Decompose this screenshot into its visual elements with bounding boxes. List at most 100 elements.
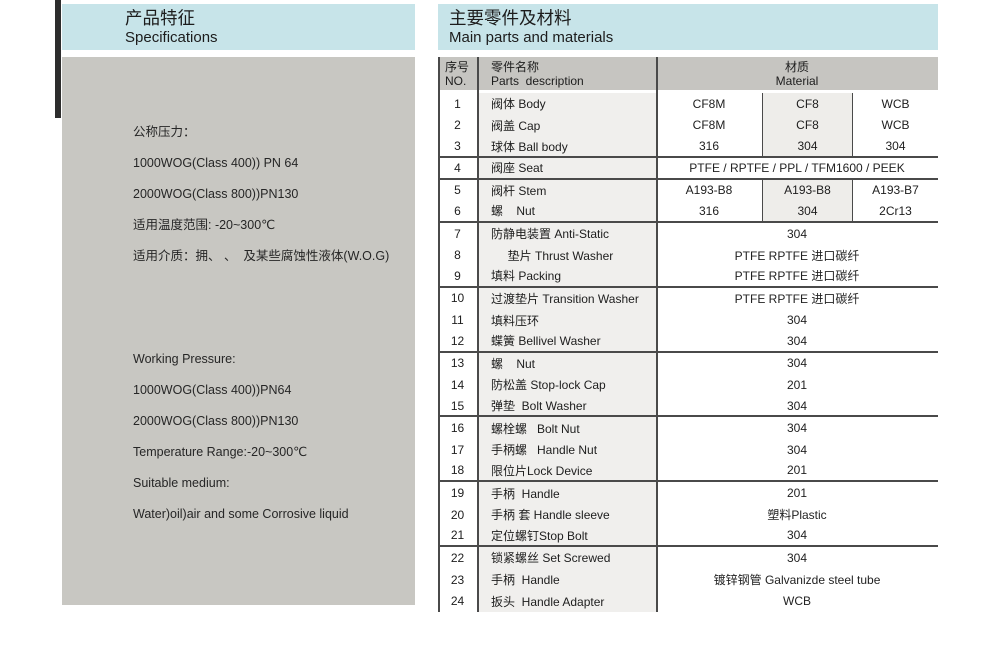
row-part-name-cell: 球体 Ball body <box>477 136 656 156</box>
row-part-name-cell: 螺 Nut <box>477 201 656 221</box>
header-no-en: NO. <box>445 73 467 88</box>
material-cell-merged: 304 <box>656 525 938 546</box>
material-cell-merged: 304 <box>656 352 938 375</box>
row-materials: 镀锌钢管 Galvanizde steel tube <box>656 568 938 591</box>
row-no-cell: 1 <box>438 93 477 115</box>
table-row: 23 手柄 Handle 镀锌钢管 Galvanizde steel tube <box>438 568 938 591</box>
specifications-header: 产品特征 Specifications <box>62 4 415 50</box>
row-part-name-cell: 填料 Packing <box>477 266 656 286</box>
parts-table: 序号 NO. 零件名称 Parts description 材质 Materia… <box>438 57 938 612</box>
row-materials: 304 <box>656 417 938 439</box>
spec-section-gap <box>133 278 405 350</box>
table-row: 18 限位片Lock Device 201 <box>438 460 938 483</box>
material-cell: 304 <box>763 201 853 221</box>
table-parts-column-rule <box>656 57 658 612</box>
material-cell-merged: 304 <box>656 222 938 245</box>
spec-line: 2000WOG(Class 800))PN130 <box>133 187 299 201</box>
row-part-name-cell: 手柄螺 Handle Nut <box>477 439 656 461</box>
row-no-cell: 13 <box>438 352 477 375</box>
row-no-cell: 11 <box>438 309 477 331</box>
table-row: 8 垫片 Thrust Washer PTFE RPTFE 进口碳纤 <box>438 244 938 266</box>
row-part-name-cell: 弹垫 Bolt Washer <box>477 395 656 416</box>
header-material-en: Material <box>775 73 819 88</box>
table-row: 15 弹垫 Bolt Washer 304 <box>438 395 938 418</box>
row-no-cell: 20 <box>438 503 477 526</box>
spec-line: Water)oil)air and some Corrosive liquid <box>133 507 349 521</box>
row-no-cell: 5 <box>438 179 477 202</box>
table-row: 12 蝶簧 Bellivel Washer 304 <box>438 330 938 353</box>
material-cell-merged: PTFE RPTFE 进口碳纤 <box>656 266 938 286</box>
material-cell-merged: PTFE RPTFE 进口碳纤 <box>656 287 938 310</box>
row-materials: 塑料Plastic <box>656 503 938 526</box>
row-part-name-cell: 锁紧螺丝 Set Screwed <box>477 547 656 569</box>
material-cell-merged: 304 <box>656 417 938 439</box>
material-cell: A193-B8 <box>656 179 763 202</box>
material-cell-merged: 201 <box>656 374 938 396</box>
table-row: 2 阀盖 Cap CF8M CF8 WCB <box>438 114 938 137</box>
spec-line: 1000WOG(Class 400))PN64 <box>133 383 292 397</box>
row-materials: CF8M CF8 WCB <box>656 93 938 115</box>
material-cell: 304 <box>763 136 853 156</box>
row-materials: 304 <box>656 525 938 546</box>
material-cell-merged: 304 <box>656 439 938 461</box>
row-part-name-cell: 手柄 套 Handle sleeve <box>477 503 656 526</box>
row-materials: PTFE / RPTFE / PPL / TFM1600 / PEEK <box>656 157 938 178</box>
row-no-cell: 16 <box>438 417 477 439</box>
table-row: 13 螺 Nut 304 <box>438 352 938 375</box>
header-material-cn: 材质 <box>784 59 809 74</box>
row-materials: 304 <box>656 395 938 416</box>
row-materials: 304 <box>656 222 938 245</box>
material-cell: CF8 <box>763 93 853 115</box>
row-materials: 201 <box>656 482 938 504</box>
material-cell-merged: 201 <box>656 482 938 504</box>
row-no-cell: 19 <box>438 482 477 504</box>
header-no-cn: 序号 <box>445 59 470 74</box>
material-cell-merged: 镀锌钢管 Galvanizde steel tube <box>656 568 938 591</box>
row-no-cell: 17 <box>438 439 477 461</box>
row-no-cell: 6 <box>438 201 477 221</box>
material-cell-merged: PTFE / RPTFE / PPL / TFM1600 / PEEK <box>656 157 938 178</box>
row-part-name-cell: 限位片Lock Device <box>477 460 656 481</box>
row-no-cell: 9 <box>438 266 477 286</box>
table-row: 24 扳头 Handle Adapter WCB <box>438 590 938 612</box>
parts-materials-title-en: Main parts and materials <box>449 29 614 46</box>
specifications-title-en: Specifications <box>125 29 218 46</box>
material-cell-merged: 塑料Plastic <box>656 503 938 526</box>
row-part-name-cell: 过渡垫片 Transition Washer <box>477 287 656 310</box>
material-cell-merged: 304 <box>656 330 938 351</box>
table-row: 17 手柄螺 Handle Nut 304 <box>438 439 938 461</box>
table-row: 11 填料压环 304 <box>438 309 938 331</box>
row-part-name-cell: 手柄 Handle <box>477 568 656 591</box>
row-no-cell: 22 <box>438 547 477 569</box>
row-materials: PTFE RPTFE 进口碳纤 <box>656 266 938 286</box>
material-cell: CF8M <box>656 93 763 115</box>
spec-line: 公称压力： <box>133 125 196 139</box>
row-materials: PTFE RPTFE 进口碳纤 <box>656 244 938 266</box>
material-cell: 316 <box>656 201 763 221</box>
specifications-title-cn: 产品特征 <box>125 8 195 28</box>
table-row: 19 手柄 Handle 201 <box>438 482 938 504</box>
table-row: 10 过渡垫片 Transition Washer PTFE RPTFE 进口碳纤 <box>438 287 938 310</box>
row-materials: 304 <box>656 439 938 461</box>
material-cell: WCB <box>853 114 938 137</box>
specifications-panel: 公称压力： 1000WOG(Class 400)) PN 64 2000WOG(Cl… <box>62 57 415 605</box>
header-cell-material: 材质 Material <box>656 57 938 90</box>
table-row: 14 防松盖 Stop-lock Cap 201 <box>438 374 938 396</box>
header-parts-en: Parts description <box>491 73 584 88</box>
row-part-name-cell: 扳头 Handle Adapter <box>477 590 656 612</box>
table-row: 3 球体 Ball body 316 304 304 <box>438 136 938 158</box>
row-no-cell: 18 <box>438 460 477 481</box>
header-cell-no: 序号 NO. <box>438 57 477 90</box>
parts-materials-title-cn: 主要零件及材料 <box>449 8 572 28</box>
row-no-cell: 21 <box>438 525 477 546</box>
material-cell: A193-B7 <box>853 179 938 202</box>
table-row: 5 阀杆 Stem A193-B8 A193-B8 A193-B7 <box>438 179 938 202</box>
table-row: 9 填料 Packing PTFE RPTFE 进口碳纤 <box>438 266 938 288</box>
row-part-name-cell: 垫片 Thrust Washer <box>477 244 656 266</box>
material-cell-merged: 201 <box>656 460 938 481</box>
row-part-name-cell: 定位螺钉Stop Bolt <box>477 525 656 546</box>
material-cell: 2Cr13 <box>853 201 938 221</box>
table-row: 21 定位螺钉Stop Bolt 304 <box>438 525 938 548</box>
spec-line: 适用温度范围: -20~300℃ <box>133 218 276 232</box>
row-no-cell: 12 <box>438 330 477 351</box>
